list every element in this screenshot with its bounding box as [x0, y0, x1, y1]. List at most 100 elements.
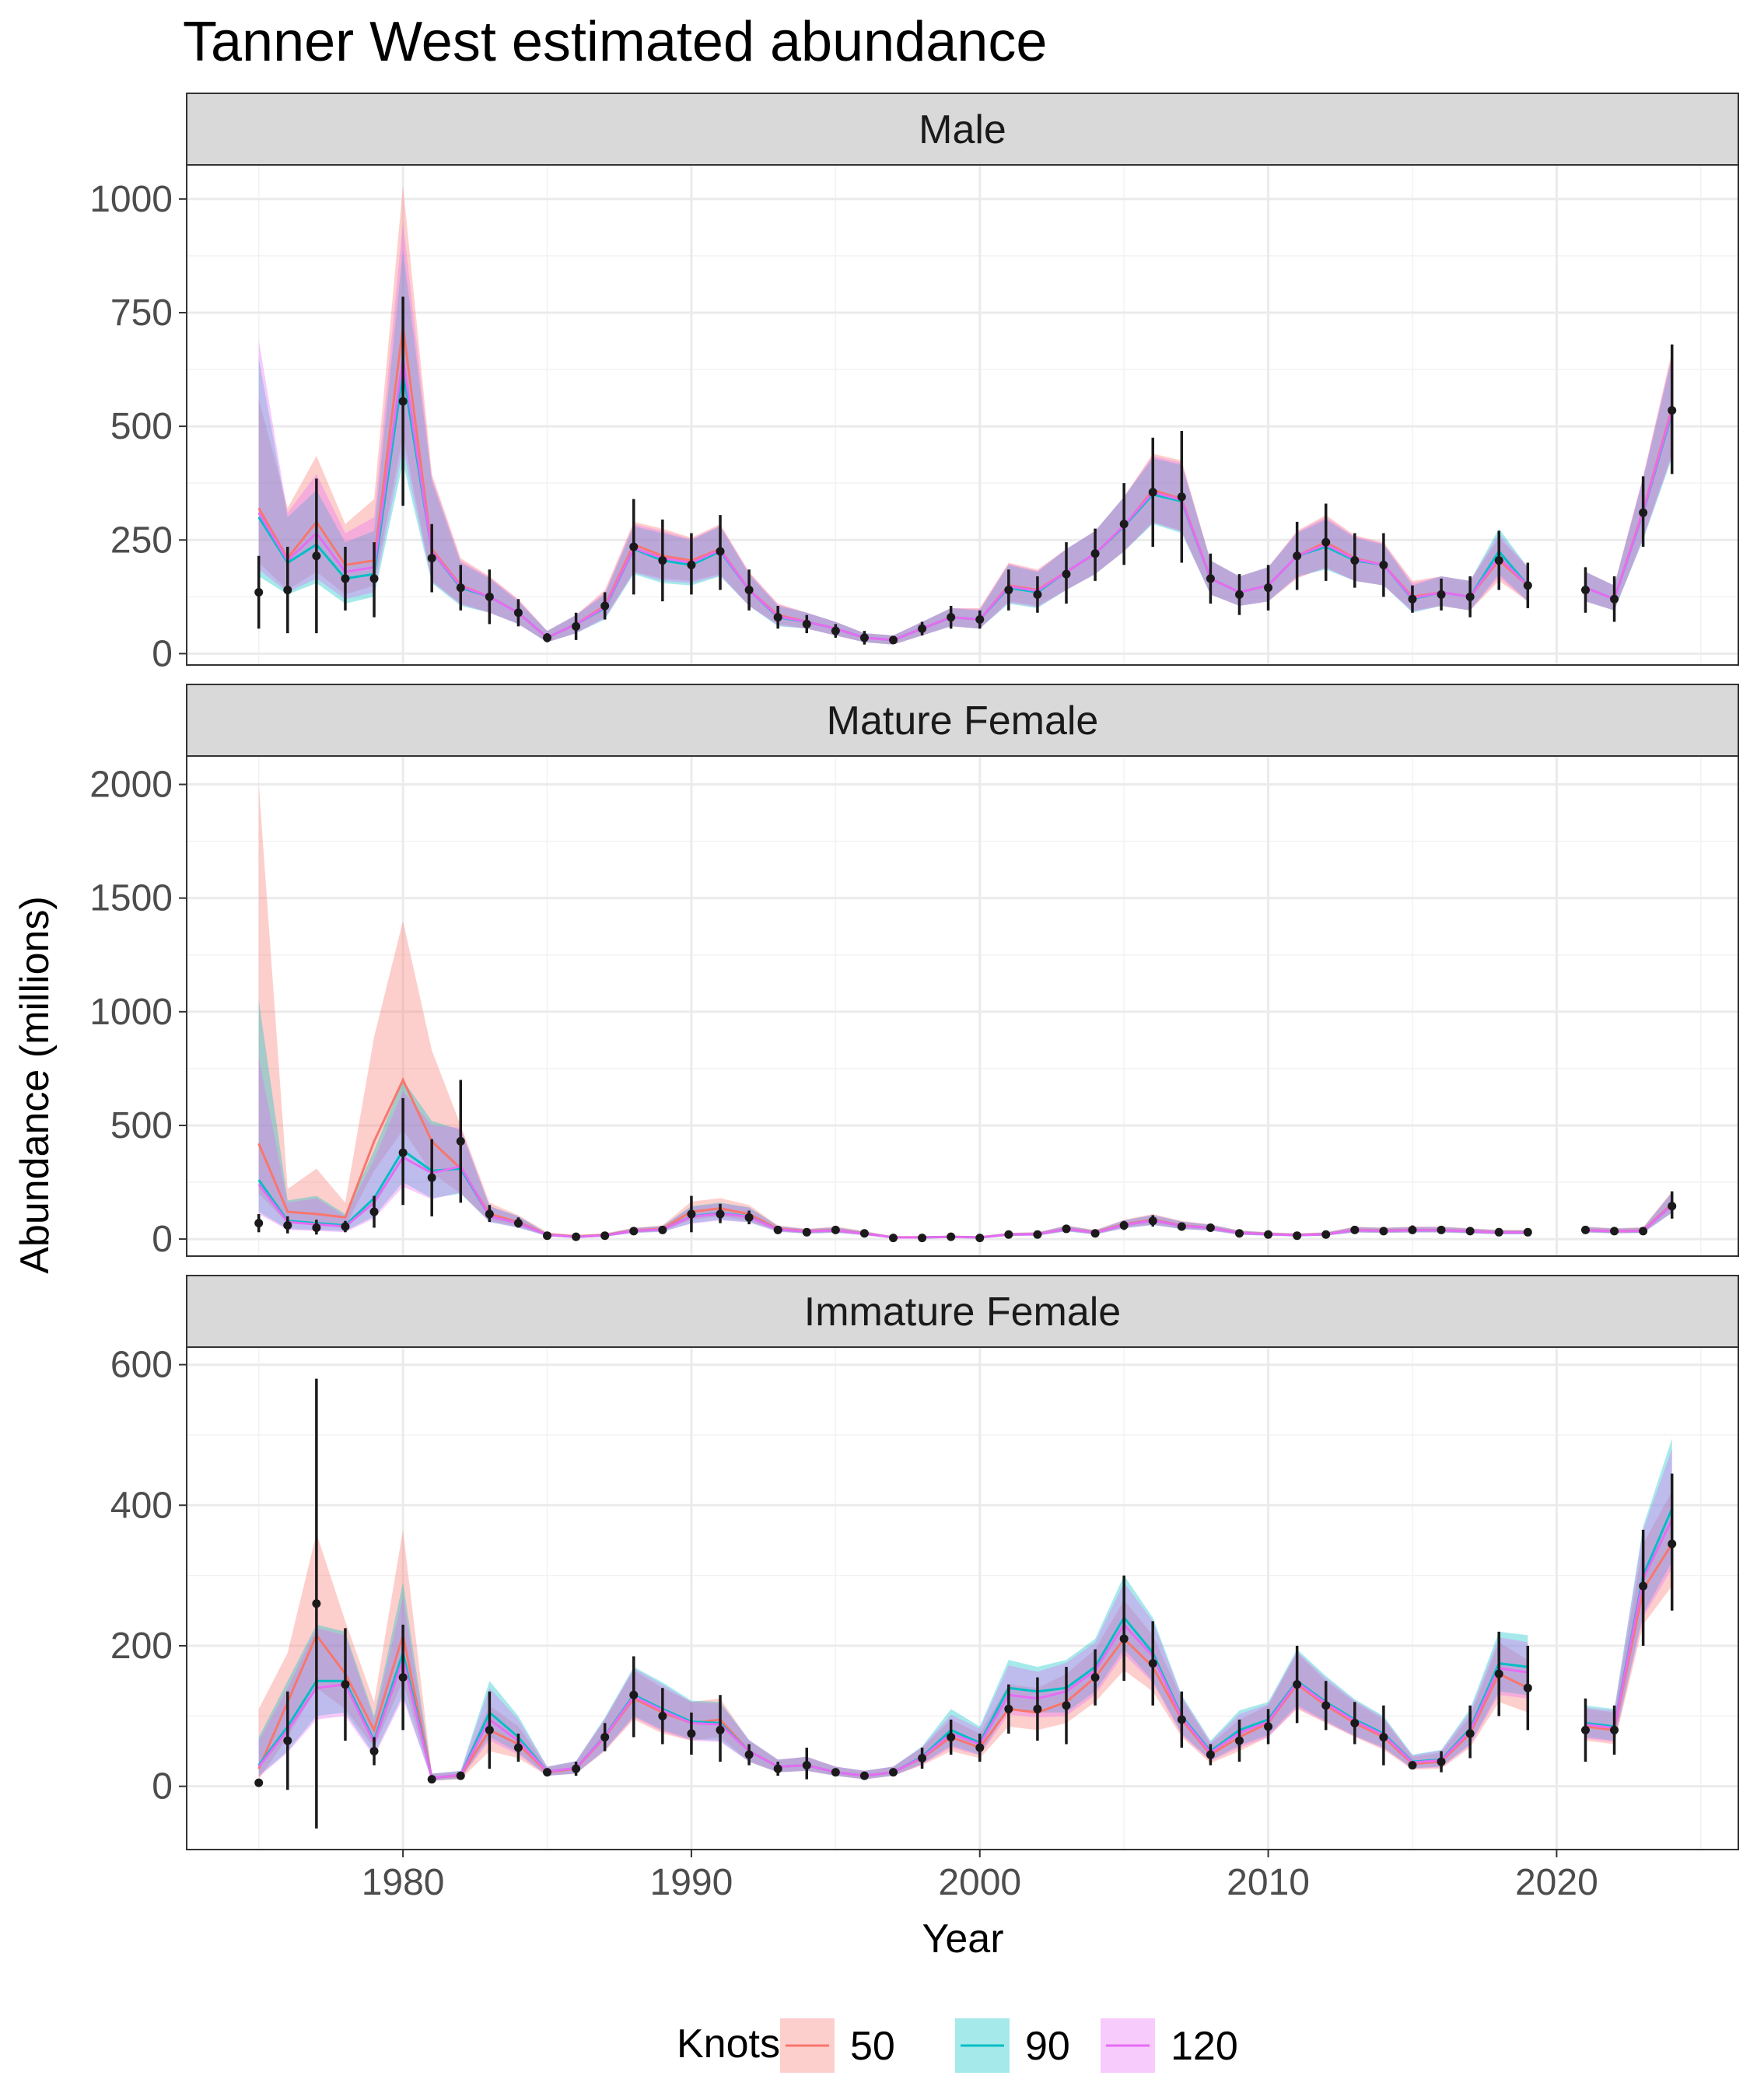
chart-title: Tanner West estimated abundance	[183, 11, 1047, 73]
ribbon-120	[1585, 1449, 1672, 1742]
strip-background	[186, 93, 1739, 166]
data-point	[513, 608, 523, 618]
data-point	[456, 583, 465, 593]
data-point	[716, 1209, 725, 1219]
data-point	[1090, 1229, 1100, 1238]
data-point	[398, 397, 408, 406]
x-axis: 1980 1990 2000 2010 2020	[362, 1850, 1598, 1903]
data-point	[1234, 590, 1244, 599]
data-point	[485, 1209, 494, 1219]
data-point	[1610, 594, 1619, 604]
data-point	[1264, 583, 1273, 593]
data-point	[1206, 1750, 1215, 1759]
data-point	[1062, 1701, 1071, 1710]
data-point	[369, 1747, 379, 1756]
legend-label-90: 90	[1025, 2024, 1070, 2069]
data-point	[658, 556, 667, 565]
data-point	[1033, 1704, 1042, 1713]
data-point	[918, 1234, 927, 1243]
data-point	[744, 1750, 754, 1759]
data-point	[1639, 508, 1648, 517]
data-point	[283, 1221, 292, 1230]
data-point	[1610, 1725, 1619, 1734]
y-tick-label: 600	[110, 1345, 173, 1386]
data-point	[1465, 592, 1475, 601]
data-point	[1494, 556, 1503, 565]
data-point	[427, 1173, 436, 1182]
strip-label: Immature Female	[804, 1290, 1121, 1335]
data-point	[773, 1764, 782, 1773]
y-tick-label: 1000	[89, 992, 173, 1033]
data-point	[889, 1234, 898, 1243]
data-point	[572, 1232, 581, 1241]
data-point	[1177, 1222, 1186, 1231]
data-point	[1639, 1227, 1648, 1236]
y-tick-label: 1500	[89, 878, 173, 919]
data-point	[831, 1768, 840, 1777]
x-axis-title: Year	[922, 1916, 1003, 1962]
data-point	[1177, 1715, 1186, 1724]
data-point	[1264, 1722, 1273, 1731]
y-tick-label: 0	[152, 633, 173, 674]
y-tick-label: 500	[110, 406, 173, 447]
data-point	[1580, 1225, 1590, 1234]
legend-label-50: 50	[850, 2024, 895, 2069]
data-point	[859, 1771, 869, 1780]
legend-label-120: 120	[1171, 2024, 1238, 2069]
data-point	[859, 633, 869, 642]
data-point	[1062, 569, 1071, 579]
data-point	[1408, 1225, 1417, 1234]
data-point	[1206, 1223, 1215, 1232]
data-point	[1234, 1736, 1244, 1745]
data-point	[802, 1227, 811, 1237]
data-point	[341, 1680, 350, 1689]
series-line-120	[1585, 1518, 1674, 1730]
data-point	[947, 613, 956, 622]
data-point	[1033, 590, 1042, 599]
y-axis-title: Abundance (millions)	[12, 896, 58, 1274]
data-point	[283, 1736, 292, 1745]
data-point	[1523, 1683, 1532, 1692]
data-point	[629, 1227, 639, 1236]
data-point	[1523, 1227, 1532, 1237]
data-point	[456, 1771, 465, 1780]
data-point	[1408, 1761, 1417, 1770]
y-tick-label: 1000	[89, 179, 173, 220]
data-point	[802, 619, 811, 628]
data-point	[1350, 1718, 1360, 1727]
data-point	[572, 621, 581, 631]
data-point	[687, 1209, 696, 1219]
data-point	[1062, 1224, 1071, 1234]
data-point	[1177, 492, 1186, 502]
legend: Knots 50 90 120	[677, 2018, 1238, 2073]
data-point	[1350, 556, 1360, 565]
data-point	[341, 1222, 350, 1231]
data-point	[975, 1743, 985, 1752]
data-point	[1293, 551, 1302, 561]
data-point	[947, 1232, 956, 1241]
data-point	[1090, 549, 1100, 558]
data-point	[889, 1768, 898, 1777]
data-point	[1148, 488, 1157, 497]
data-point	[716, 547, 725, 556]
panel-border	[186, 1346, 1739, 1850]
data-point	[773, 1225, 782, 1234]
x-tick-label: 1980	[362, 1862, 445, 1903]
data-point	[312, 1599, 321, 1608]
data-point	[1379, 1227, 1388, 1236]
data-point	[312, 1223, 321, 1232]
y-tick-label: 400	[110, 1485, 173, 1526]
data-point	[543, 633, 552, 642]
data-point	[485, 1725, 494, 1734]
data-point	[1494, 1227, 1503, 1237]
data-point	[1437, 1225, 1446, 1234]
ribbon-90	[1585, 358, 1672, 611]
data-point	[1437, 590, 1446, 599]
y-tick-label: 2000	[89, 765, 173, 806]
data-point	[716, 1725, 725, 1734]
data-point	[658, 1711, 667, 1720]
panel-immature-female: Immature Female 0 200 400 600	[110, 1275, 1739, 1850]
data-point	[629, 542, 639, 551]
y-tick-label: 250	[110, 520, 173, 561]
data-point	[427, 1775, 436, 1784]
